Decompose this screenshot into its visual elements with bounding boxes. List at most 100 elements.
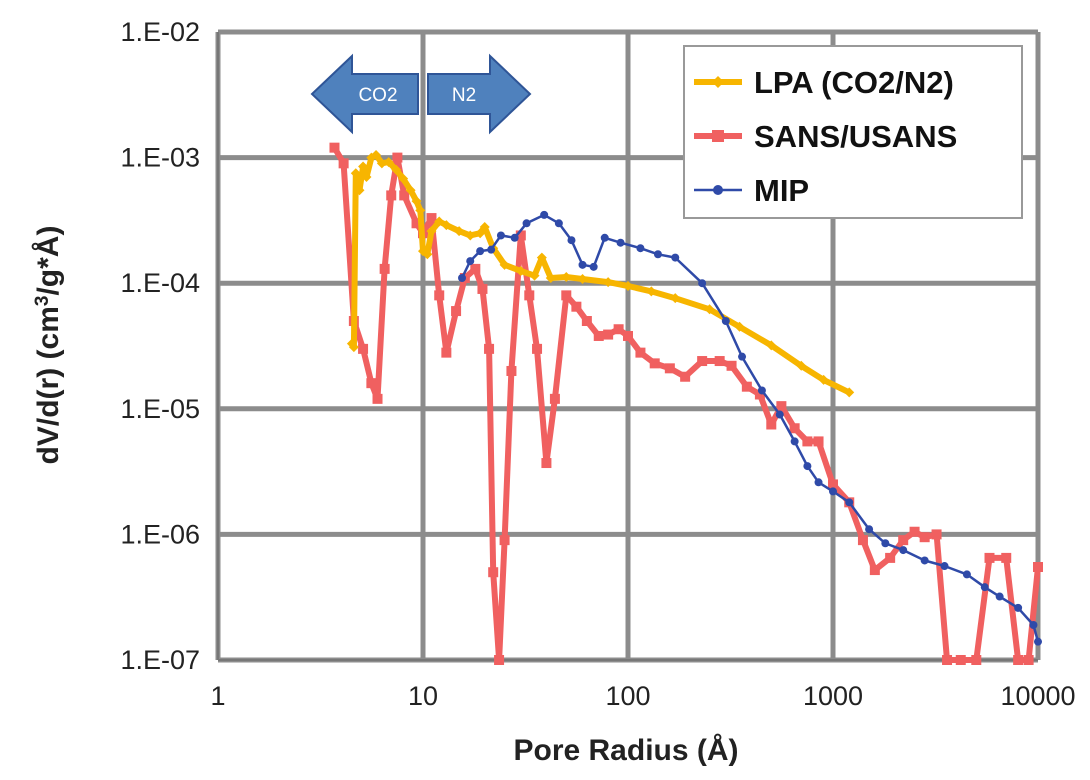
series-1-point-54: [885, 552, 896, 563]
series-1-point-45: [766, 419, 777, 430]
y-tick-label-3: 1.E-04: [120, 268, 200, 298]
series-1-point-59: [942, 655, 953, 665]
series-2-point-33: [980, 583, 989, 592]
series-0-point-11: [398, 173, 409, 184]
series-1-point-66: [1033, 562, 1043, 573]
series-1-point-36: [635, 347, 646, 358]
series-0-point-12: [405, 185, 416, 196]
series-1-point-9: [399, 190, 410, 201]
series-1-point-23: [506, 365, 517, 376]
series-1-point-41: [714, 356, 725, 367]
series-2: [458, 210, 1042, 646]
series-1-point-60: [955, 655, 966, 665]
series-2-point-9: [567, 236, 576, 245]
series-1-point-56: [909, 526, 920, 537]
series-2-point-32: [962, 570, 971, 579]
series-0-point-33: [623, 280, 633, 291]
series-1-point-50: [828, 479, 838, 490]
series-1-point-42: [726, 360, 737, 371]
y-axis-title-superscript: 3: [32, 296, 53, 307]
y-tick-label-5: 1.E-02: [120, 17, 200, 47]
x-tick-label-1: 10: [408, 681, 438, 711]
series-2-point-16: [671, 253, 680, 262]
series-0-point-19: [441, 220, 452, 231]
legend-label-1: SANS/USANS: [754, 119, 957, 154]
series-0-point-7: [371, 149, 382, 160]
series-0-point-27: [529, 270, 540, 281]
series-1-point-44: [754, 389, 765, 400]
series-0-point-3: [354, 185, 365, 196]
co2-arrow-icon: [310, 53, 419, 135]
series-1-point-29: [561, 290, 572, 301]
series-2-point-13: [616, 238, 625, 247]
series-0-point-38: [766, 340, 777, 351]
series-1-point-8: [392, 152, 403, 163]
series-0-point-28: [536, 252, 547, 263]
y-tick-label-4: 1.E-03: [120, 143, 200, 173]
series-1-point-49: [813, 436, 824, 447]
series-1-point-46: [776, 401, 787, 412]
series-2-point-28: [881, 539, 890, 548]
n2-arrow-label: N2: [452, 85, 476, 106]
series-2-point-37: [1034, 637, 1042, 646]
series-2-point-36: [1029, 620, 1038, 629]
series-1-point-6: [379, 263, 390, 274]
series-2-point-25: [829, 487, 837, 496]
n2-arrow-icon: [427, 53, 532, 135]
series-2-point-18: [721, 317, 730, 326]
series-2-point-29: [899, 546, 908, 555]
y-axis-title-part-1: dV/d(r) (cm: [32, 306, 65, 464]
series-2-point-20: [757, 386, 766, 395]
series-0-point-41: [844, 387, 855, 398]
series-1-point-40: [697, 356, 708, 367]
series-0-point-21: [465, 230, 476, 241]
y-tick-label-0: 1.E-07: [120, 645, 200, 675]
series-0-point-36: [704, 304, 715, 315]
series-2-point-8: [554, 219, 563, 228]
series-0-point-30: [561, 272, 572, 283]
series-1-point-17: [470, 263, 481, 274]
series-0-point-15: [418, 246, 428, 257]
series-0-point-31: [577, 274, 588, 285]
series-2-point-7: [540, 210, 549, 219]
series-1-point-7: [386, 190, 397, 201]
series-1-point-13: [434, 290, 445, 301]
series-1-point-27: [541, 458, 552, 469]
series-1-point-3: [358, 343, 369, 354]
series-2-point-35: [1014, 603, 1023, 612]
series-1-point-28: [549, 393, 560, 404]
series-1-point-21: [494, 655, 505, 665]
series-1-point-48: [802, 436, 813, 447]
series-1-point-25: [524, 290, 535, 301]
series-2-point-10: [578, 260, 587, 269]
series-2-point-5: [510, 233, 519, 242]
series-0-point-40: [818, 374, 829, 385]
series-2-point-2: [476, 247, 485, 256]
y-tick-label-2: 1.E-05: [120, 394, 200, 424]
x-axis-title: Pore Radius (Å): [513, 734, 738, 767]
series-0-point-1: [348, 342, 359, 353]
series-2-point-11: [589, 262, 598, 271]
legend-label-2: MIP: [754, 173, 809, 208]
series-1-point-64: [1013, 655, 1024, 665]
series-1-point-62: [984, 552, 995, 563]
series-0-point-34: [646, 286, 657, 297]
legend-swatch-marker-1: [712, 130, 724, 142]
y-axis-title-part-2: /g*Å): [32, 226, 65, 296]
series-2-point-3: [487, 245, 496, 254]
series-2-point-1: [466, 257, 475, 266]
series-2-point-19: [738, 352, 747, 361]
x-tick-label-2: 100: [605, 681, 650, 711]
series-2-point-17: [698, 279, 707, 288]
x-tick-label-4: 10000: [1000, 681, 1075, 711]
series-1-point-10: [411, 218, 422, 229]
series-0-point-4: [358, 161, 369, 172]
annotations: CO2 N2: [310, 53, 532, 135]
series-1-point-15: [451, 306, 462, 317]
co2-arrow-label: CO2: [358, 85, 397, 106]
series-1-point-20: [488, 567, 499, 578]
series-0-point-16: [422, 249, 433, 260]
series-2-point-6: [522, 219, 531, 228]
series-2-point-34: [995, 592, 1004, 601]
series-0-point-20: [454, 226, 465, 237]
